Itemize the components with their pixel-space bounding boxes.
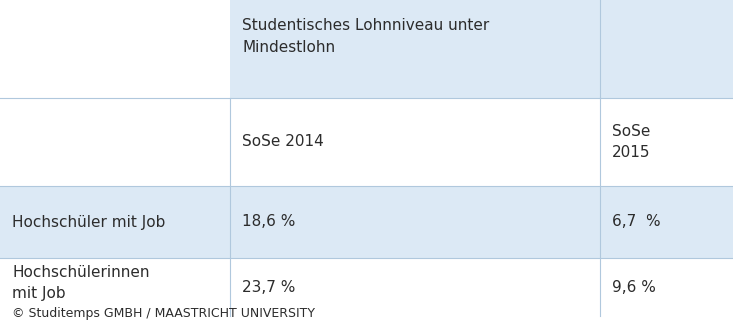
Bar: [0, 0, 230, 98]
Text: Hochschüler mit Job: Hochschüler mit Job: [12, 215, 166, 230]
Bar: [0, 98, 733, 186]
Text: 23,7 %: 23,7 %: [242, 279, 295, 294]
Text: SoSe
2015: SoSe 2015: [612, 124, 650, 160]
Text: 6,7  %: 6,7 %: [612, 215, 660, 230]
Text: 9,6 %: 9,6 %: [612, 279, 656, 294]
Bar: [230, 0, 733, 98]
Bar: [0, 258, 733, 316]
Text: Studentisches Lohnniveau unter
Mindestlohn: Studentisches Lohnniveau unter Mindestlo…: [242, 18, 489, 55]
Text: SoSe 2014: SoSe 2014: [242, 135, 324, 150]
Text: 18,6 %: 18,6 %: [242, 215, 295, 230]
Bar: [0, 186, 733, 258]
Text: Hochschülerinnen
mit Job: Hochschülerinnen mit Job: [12, 265, 150, 301]
Text: © Studitemps GMBH / MAASTRICHT UNIVERSITY: © Studitemps GMBH / MAASTRICHT UNIVERSIT…: [12, 307, 315, 320]
